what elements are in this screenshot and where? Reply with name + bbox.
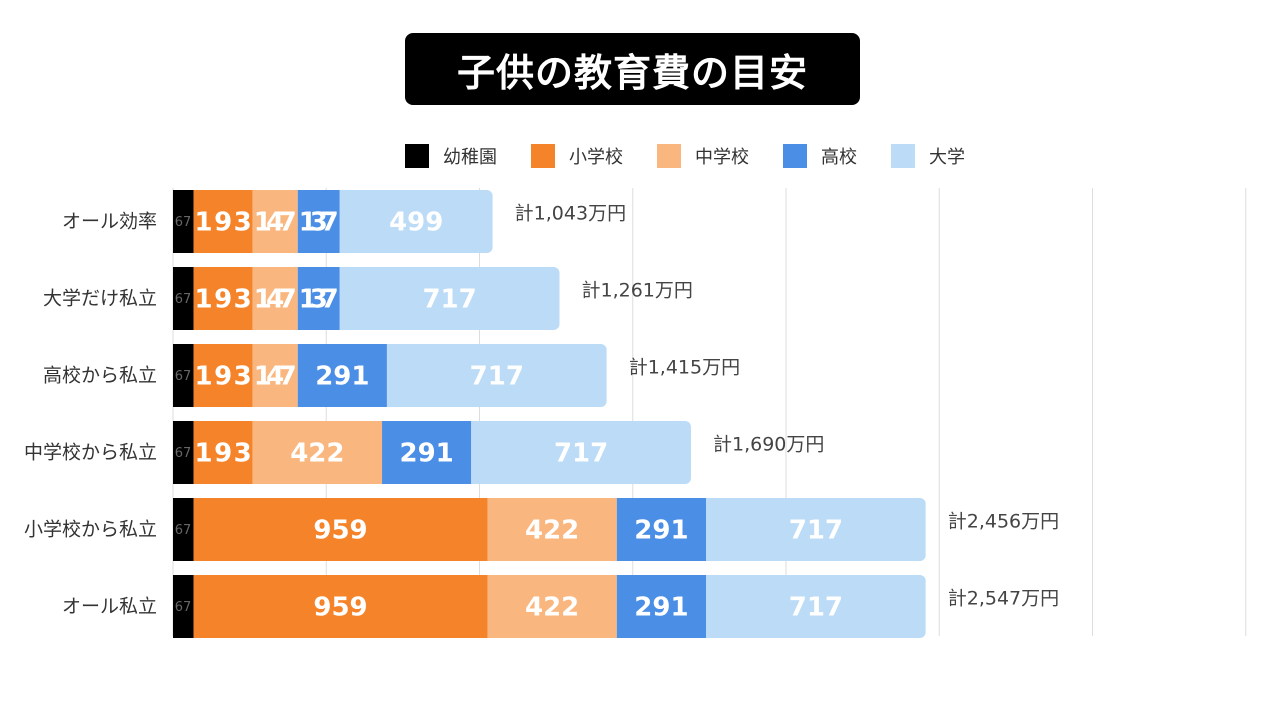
bar-value-label: 67 <box>175 523 192 538</box>
bar-value-label: 67 <box>175 600 192 615</box>
bar-segment <box>193 267 253 330</box>
legend-swatch <box>657 144 681 168</box>
bar-value-label: 959 <box>313 516 367 546</box>
legend-label: 高校 <box>821 147 857 168</box>
chart-title-text: 子供の教育費の目安 <box>456 50 808 95</box>
bar-segment <box>193 190 253 253</box>
bar-row <box>173 344 607 407</box>
bar-value-label: 422 <box>525 593 579 623</box>
category-label: 中学校から私立 <box>24 442 157 464</box>
category-label: 大学だけ私立 <box>43 288 157 310</box>
bar-value-label: 717 <box>422 285 476 315</box>
bar-segment <box>173 575 194 638</box>
bar-value-label: 193 <box>195 285 252 315</box>
bar-segment <box>339 267 560 330</box>
bar-value-label: 291 <box>634 593 688 623</box>
bar-value-label: 499 <box>389 208 443 238</box>
bar-segment <box>193 575 488 638</box>
legend-label: 中学校 <box>695 147 749 168</box>
bar-segment <box>616 498 707 561</box>
bar-value-label: 291 <box>399 439 453 469</box>
total-label: 計2,547万円 <box>948 588 1059 610</box>
bar-segment <box>471 421 691 484</box>
legend-swatch <box>531 144 555 168</box>
bar-segment <box>386 344 607 407</box>
bar-segment <box>252 267 298 330</box>
bar-value-label: 137 <box>299 285 339 315</box>
total-label: 計1,690万円 <box>713 434 824 456</box>
bar-segment <box>616 575 707 638</box>
bar-segment <box>252 344 298 407</box>
bar-segment <box>193 344 253 407</box>
category-label: 高校から私立 <box>43 365 157 387</box>
bar-segment <box>487 575 617 638</box>
bar-segment <box>297 267 340 330</box>
bar-segment <box>706 575 926 638</box>
bar-row <box>173 267 560 330</box>
legend-label: 大学 <box>929 147 965 168</box>
bar-value-label: 193 <box>195 208 252 238</box>
bar-value-label: 959 <box>313 593 367 623</box>
bar-segment <box>193 421 253 484</box>
bar-segment <box>297 344 387 407</box>
bar-value-label: 147 <box>254 208 297 238</box>
legend-item: 幼稚園 <box>405 143 497 169</box>
bar-value-label: 717 <box>789 516 843 546</box>
bar-value-label: 67 <box>175 292 192 307</box>
bar-segment <box>173 267 194 330</box>
bar-segment <box>487 498 617 561</box>
bar-value-label: 717 <box>470 362 524 392</box>
bar-segment <box>706 498 926 561</box>
legend-item: 中学校 <box>657 143 749 169</box>
legend-label: 小学校 <box>569 147 623 168</box>
category-label: 小学校から私立 <box>24 519 157 541</box>
bar-segment <box>173 498 194 561</box>
bar-segment <box>297 190 340 253</box>
bar-segment <box>382 421 472 484</box>
total-label: 計2,456万円 <box>948 511 1059 533</box>
bar-value-label: 291 <box>315 362 369 392</box>
legend-item: 小学校 <box>531 143 623 169</box>
bar-value-label: 67 <box>175 215 192 230</box>
bar-value-label: 67 <box>175 369 192 384</box>
bar-value-label: 717 <box>789 593 843 623</box>
bar-value-label: 193 <box>195 362 252 392</box>
bar-value-label: 193 <box>195 439 252 469</box>
chart-title: 子供の教育費の目安 <box>405 33 860 105</box>
legend-swatch <box>405 144 429 168</box>
bar-segment <box>252 421 383 484</box>
legend-item: 大学 <box>891 143 965 169</box>
total-label: 計1,261万円 <box>581 280 692 302</box>
category-label: オール私立 <box>62 596 157 618</box>
bar-value-label: 717 <box>554 439 608 469</box>
bar-value-label: 137 <box>299 208 339 238</box>
bar-row <box>173 498 926 561</box>
bar-segment <box>173 421 194 484</box>
legend: 幼稚園 小学校 中学校 高校 大学 <box>405 142 999 170</box>
bar-value-label: 291 <box>634 516 688 546</box>
category-label: オール効率 <box>62 211 157 233</box>
bar-value-label: 147 <box>254 285 297 315</box>
bar-row <box>173 421 691 484</box>
total-label: 計1,043万円 <box>515 203 626 225</box>
bar-segment <box>173 344 194 407</box>
bar-segment <box>252 190 298 253</box>
legend-item: 高校 <box>783 143 857 169</box>
legend-swatch <box>783 144 807 168</box>
bar-segment <box>193 498 488 561</box>
bar-value-label: 67 <box>175 446 192 461</box>
bar-segment <box>173 190 194 253</box>
bar-value-label: 422 <box>290 439 344 469</box>
bar-row <box>173 190 493 253</box>
bar-value-label: 422 <box>525 516 579 546</box>
bar-value-label: 147 <box>254 362 297 392</box>
bar-row <box>173 575 926 638</box>
bar-segment <box>339 190 493 253</box>
total-label: 計1,415万円 <box>629 357 740 379</box>
legend-label: 幼稚園 <box>443 147 497 168</box>
legend-swatch <box>891 144 915 168</box>
